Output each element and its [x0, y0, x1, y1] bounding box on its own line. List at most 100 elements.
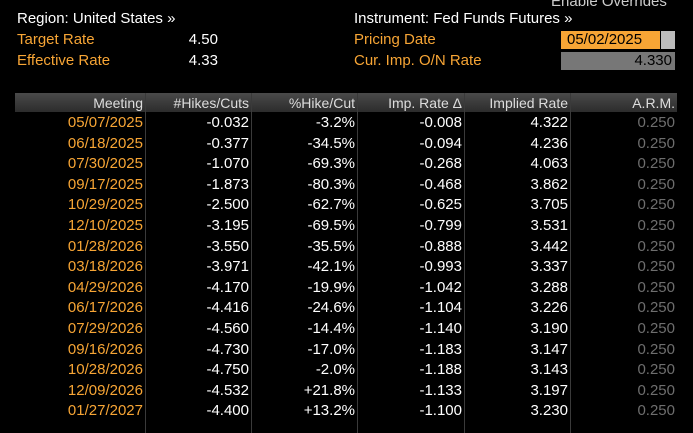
cell: 3.190	[530, 320, 568, 337]
column-header[interactable]: A.R.M.	[632, 95, 675, 111]
cell: -3.195	[206, 217, 249, 234]
meeting-date: 04/29/2026	[67, 278, 143, 296]
cell: -1.100	[419, 402, 462, 420]
cell: -35.5%	[307, 237, 355, 255]
cur-rate-box	[561, 52, 675, 70]
calendar-icon[interactable]	[661, 31, 675, 49]
cell: -4.532	[206, 381, 249, 399]
meeting-date: 10/28/2026	[67, 361, 143, 379]
cell: 0.250	[637, 402, 675, 420]
cell: -4.750	[206, 361, 249, 379]
cell: -4.170	[206, 278, 249, 296]
column-header[interactable]: Implied Rate	[489, 95, 568, 111]
meeting-date: 01/28/2026	[67, 237, 143, 255]
cell: +13.2%	[303, 402, 355, 420]
cell: -0.625	[419, 196, 462, 214]
column-separator	[570, 93, 571, 433]
meeting-date: 07/29/2026	[67, 320, 143, 337]
cell: -3.2%	[315, 114, 355, 131]
cell: 3.288	[530, 278, 568, 296]
date-value[interactable]: 05/02/2025	[567, 31, 643, 48]
cell: -0.888	[419, 237, 462, 255]
cell: -3.971	[206, 258, 249, 276]
cell: 0.250	[637, 217, 675, 234]
meeting-date: 06/18/2025	[67, 134, 143, 152]
cell: -0.094	[419, 134, 462, 152]
cell: 0.250	[637, 114, 675, 131]
cell: 0.250	[637, 134, 675, 152]
cell: -0.377	[206, 134, 249, 152]
cell: -4.416	[206, 299, 249, 317]
meeting-date: 12/09/2026	[67, 381, 143, 399]
field-label: Target Rate	[17, 31, 95, 48]
cell: 3.197	[530, 381, 568, 399]
cell: 3.147	[530, 340, 568, 358]
cell: -1.070	[206, 155, 249, 173]
cell: -19.9%	[307, 278, 355, 296]
cell: -17.0%	[307, 340, 355, 358]
column-separator	[464, 93, 465, 433]
overrides-label[interactable]: Enable Overrides	[551, 0, 667, 10]
cell: -4.400	[206, 402, 249, 420]
cell: -42.1%	[307, 258, 355, 276]
cur-rate-value: 4.330	[634, 52, 672, 69]
cell: 3.226	[530, 299, 568, 317]
cell: 3.337	[530, 258, 568, 276]
column-separator	[145, 93, 146, 433]
cell: 3.442	[530, 237, 568, 255]
instrument[interactable]: Instrument: Fed Funds Futures »	[354, 10, 573, 27]
pricing-date-label: Pricing Date	[354, 31, 436, 48]
cell: -1.873	[206, 175, 249, 193]
cell: 0.250	[637, 381, 675, 399]
cell: -1.042	[419, 278, 462, 296]
cell: -3.550	[206, 237, 249, 255]
cell: 0.250	[637, 320, 675, 337]
cell: 3.531	[530, 217, 568, 234]
meeting-date: 09/17/2025	[67, 175, 143, 193]
meeting-date: 09/16/2026	[67, 340, 143, 358]
cell: 3.705	[530, 196, 568, 214]
cell: +21.8%	[303, 381, 355, 399]
field-label: Effective Rate	[17, 52, 111, 69]
column-separator	[251, 93, 252, 433]
column-separator	[357, 93, 358, 433]
cell: -69.5%	[307, 217, 355, 234]
meeting-date: 05/07/2025	[67, 114, 143, 131]
cell: -0.468	[419, 175, 462, 193]
column-header[interactable]: Meeting	[93, 95, 143, 111]
meeting-date: 12/10/2025	[67, 217, 143, 234]
column-header[interactable]: #Hikes/Cuts	[173, 95, 249, 111]
cell: 4.322	[530, 114, 568, 131]
field-value: 4.50	[188, 31, 218, 48]
column-header[interactable]: %Hike/Cut	[288, 95, 355, 111]
cell: 4.063	[530, 155, 568, 173]
column-header[interactable]: Imp. Rate Δ	[388, 95, 462, 111]
meeting-date: 10/29/2025	[67, 196, 143, 214]
meeting-date: 06/17/2026	[67, 299, 143, 317]
cell: -80.3%	[307, 175, 355, 193]
date-input[interactable]	[561, 31, 660, 49]
cell: -1.188	[419, 361, 462, 379]
cell: -1.104	[419, 299, 462, 317]
cell: 0.250	[637, 278, 675, 296]
cell: -0.008	[419, 114, 462, 131]
cell: 3.230	[530, 402, 568, 420]
cell: 4.236	[530, 134, 568, 152]
cell: -62.7%	[307, 196, 355, 214]
cell: -4.560	[206, 320, 249, 337]
cell: 0.250	[637, 361, 675, 379]
region[interactable]: Region: United States »	[17, 10, 176, 27]
table-header	[15, 93, 677, 112]
cell: -14.4%	[307, 320, 355, 337]
cell: 0.250	[637, 155, 675, 173]
meeting-date: 07/30/2025	[67, 155, 143, 173]
cell: -34.5%	[307, 134, 355, 152]
cell: -1.183	[419, 340, 462, 358]
meeting-date: 03/18/2026	[67, 258, 143, 276]
cell: -1.140	[419, 320, 462, 337]
cell: -4.730	[206, 340, 249, 358]
cell: -1.133	[419, 381, 462, 399]
cell: -24.6%	[307, 299, 355, 317]
cell: 3.143	[530, 361, 568, 379]
